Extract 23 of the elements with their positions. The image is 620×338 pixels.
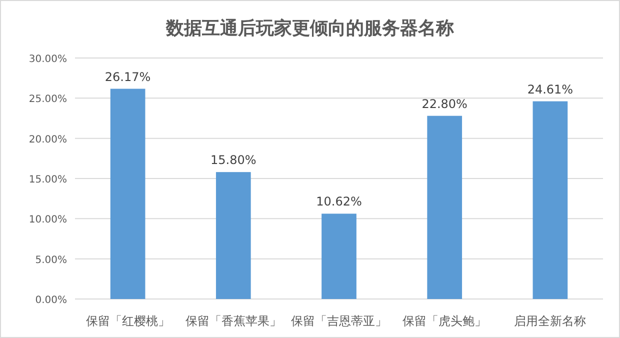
y-tick-label: 15.00%	[28, 174, 67, 186]
bar	[216, 172, 251, 299]
y-tick-label: 10.00%	[28, 214, 67, 226]
y-tick-label: 30.00%	[28, 54, 67, 65]
bar	[427, 116, 462, 299]
chart-title: 数据互通后玩家更倾向的服务器名称	[165, 18, 454, 39]
x-tick-label: 保留「虎头鲍」	[402, 314, 487, 328]
data-label: 22.80%	[422, 96, 468, 111]
bar	[532, 101, 568, 299]
x-tick-label: 启用全新名称	[514, 314, 586, 328]
data-label: 10.62%	[316, 194, 362, 209]
y-tick-label: 0.00%	[35, 295, 67, 306]
y-tick-label: 5.00%	[35, 254, 67, 266]
y-tick-label: 20.00%	[28, 134, 67, 146]
y-tick-label: 25.00%	[28, 94, 67, 106]
bar	[322, 214, 356, 299]
bar	[110, 88, 146, 299]
data-label: 15.80%	[210, 153, 256, 168]
x-tick-label: 保留「红樱桃」	[86, 314, 170, 328]
data-label: 24.61%	[527, 82, 574, 96]
data-label: 26.17%	[104, 70, 151, 84]
x-tick-label: 保留「香蕉苹果」	[185, 314, 282, 328]
x-tick-label: 保留「吉恩蒂亚」	[291, 314, 387, 328]
